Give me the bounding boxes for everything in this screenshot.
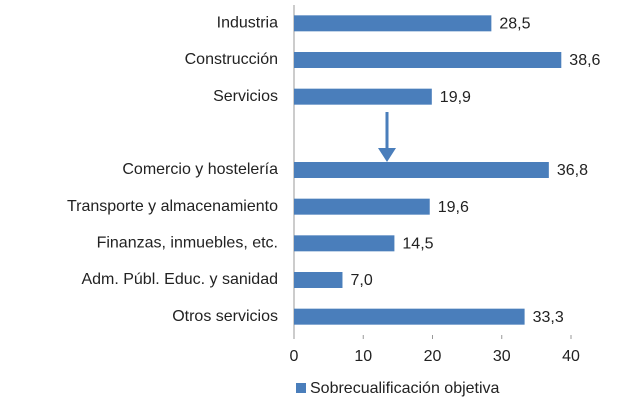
y-tick-label: Finanzas, inmuebles, etc. bbox=[97, 235, 278, 252]
y-tick-label: Servicios bbox=[213, 88, 278, 105]
y-tick-label: Otros servicios bbox=[172, 308, 278, 325]
y-tick-label: Comercio y hostelería bbox=[122, 161, 278, 178]
data-label: 28,5 bbox=[499, 16, 530, 33]
data-label: 33,3 bbox=[533, 309, 564, 326]
data-label: 36,8 bbox=[557, 162, 588, 179]
arrow bbox=[378, 112, 396, 162]
y-tick-label: Construcción bbox=[185, 51, 278, 68]
x-tick-label: 10 bbox=[354, 348, 372, 365]
bar bbox=[294, 272, 343, 288]
x-tick-label: 0 bbox=[290, 348, 299, 365]
y-tick-label: Transporte y almacenamiento bbox=[67, 198, 278, 215]
bar bbox=[294, 52, 562, 68]
bar bbox=[294, 162, 549, 178]
bar bbox=[294, 15, 492, 32]
bar bbox=[294, 308, 525, 325]
y-tick-label: Industria bbox=[217, 15, 278, 32]
data-label: 19,6 bbox=[438, 199, 469, 216]
legend-label: Sobrecualificación objetiva bbox=[310, 380, 500, 397]
data-label: 7,0 bbox=[350, 272, 372, 289]
legend-swatch bbox=[296, 383, 306, 393]
data-label: 38,6 bbox=[569, 52, 600, 69]
data-label: 19,9 bbox=[440, 89, 471, 106]
bar bbox=[294, 235, 395, 252]
data-label: 14,5 bbox=[402, 236, 433, 253]
x-tick-label: 30 bbox=[493, 348, 511, 365]
y-tick-label: Adm. Públ. Educ. y sanidad bbox=[81, 271, 278, 288]
bar bbox=[294, 88, 432, 105]
bar bbox=[294, 198, 430, 215]
x-tick-label: 20 bbox=[424, 348, 442, 365]
x-tick-label: 40 bbox=[562, 348, 580, 365]
